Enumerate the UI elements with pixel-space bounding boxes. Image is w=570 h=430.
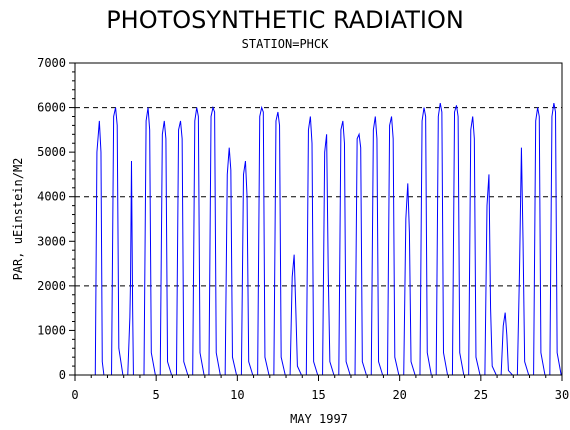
y-tick-label: 0 <box>59 368 66 382</box>
y-tick-label: 1000 <box>37 323 66 337</box>
x-tick-label: 5 <box>153 388 160 402</box>
plot-area <box>74 62 563 376</box>
y-tick-label: 2000 <box>37 279 66 293</box>
x-tick-label: 25 <box>474 388 488 402</box>
x-tick-label: 20 <box>392 388 406 402</box>
chart-subtitle: STATION=PHCK <box>242 37 329 51</box>
x-axis: 0 5 10 15 20 25 30 <box>71 375 569 402</box>
par-series-line <box>91 103 562 376</box>
x-axis-label: MAY 1997 <box>290 412 348 426</box>
y-tick-label: 7000 <box>37 56 66 70</box>
y-tick-label: 5000 <box>37 145 66 159</box>
y-tick-label: 4000 <box>37 190 66 204</box>
y-axis: 0 1000 2000 3000 4000 5000 6000 7000 <box>37 56 75 382</box>
x-tick-label: 10 <box>230 388 244 402</box>
chart-title: PHOTOSYNTHETIC RADIATION <box>106 6 464 34</box>
y-axis-label: PAR, uEinstein/M2 <box>11 158 25 281</box>
x-tick-label: 15 <box>311 388 325 402</box>
y-tick-label: 3000 <box>37 234 66 248</box>
x-tick-label: 30 <box>555 388 569 402</box>
y-tick-label: 6000 <box>37 101 66 115</box>
reference-lines <box>75 107 562 287</box>
x-tick-label: 0 <box>71 388 78 402</box>
